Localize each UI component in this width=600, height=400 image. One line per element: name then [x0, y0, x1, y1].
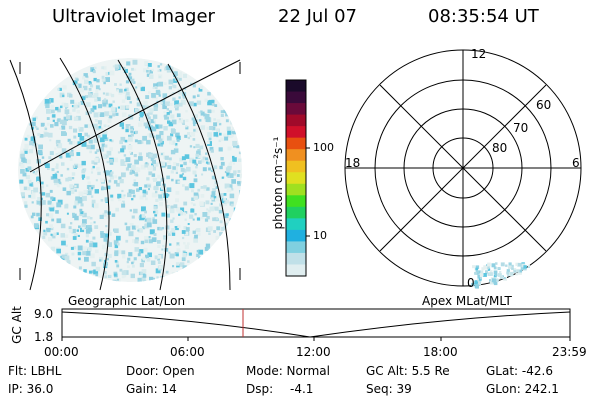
colorbar-band	[286, 103, 306, 116]
colorbar-tick-10: 10	[313, 229, 327, 242]
mlt-label-18: 18	[345, 156, 361, 170]
date-readout: 22 Jul 07	[278, 6, 357, 27]
app-title: Ultraviolet Imager	[52, 6, 215, 27]
colorbar-band	[286, 149, 306, 162]
dsp-value: -4.1	[290, 382, 314, 396]
timeline-ytick-bottom: 1.8	[34, 330, 54, 344]
colorbar-band	[286, 114, 306, 127]
colorbar-band	[286, 206, 306, 219]
lat-label-60: 60	[536, 98, 552, 112]
colorbar-unit-label: photon cm⁻²s⁻¹	[271, 136, 285, 230]
colorbar-band	[286, 126, 306, 139]
colorbar-band	[286, 137, 306, 150]
colorbar-band	[286, 160, 306, 173]
timeline-left-label: Geographic Lat/Lon	[68, 294, 186, 308]
colorbar-band	[286, 229, 306, 243]
gc-alt-readout: GC Alt: 5.5 Re	[366, 364, 450, 378]
polar-plot	[344, 49, 582, 287]
colorbar	[286, 80, 306, 277]
mode-readout: Mode: Normal	[246, 364, 330, 378]
filter-readout: Flt: LBHL	[8, 364, 62, 378]
timeline-xtick-0000: 00:00	[44, 345, 79, 359]
time-readout: 08:35:54 UT	[428, 6, 539, 27]
altitude-curve	[61, 311, 571, 338]
colorbar-band	[286, 264, 306, 277]
polar-speckles	[471, 262, 530, 289]
glat-readout: GLat: -42.6	[486, 364, 553, 378]
geo-grid	[9, 57, 241, 291]
timeline-xtick-0600: 06:00	[170, 345, 205, 359]
mlt-label-6: 6	[572, 156, 580, 170]
colorbar-band	[286, 252, 306, 266]
timeline-axis-label: GC Alt	[10, 306, 24, 344]
colorbar-band	[286, 91, 306, 104]
timeline-xtick-1800: 18:00	[423, 345, 458, 359]
mlt-label-12: 12	[471, 47, 487, 61]
timeline-right-label: Apex MLat/MLT	[422, 294, 512, 308]
colorbar-band	[286, 195, 306, 208]
dsp-label: Dsp:	[246, 382, 274, 396]
timeline-xtick-2359: 23:59	[552, 345, 587, 359]
colorbar-band	[286, 80, 306, 93]
lat-label-70: 70	[513, 121, 529, 135]
gain-readout: Gain: 14	[126, 382, 177, 396]
glon-readout: GLon: 242.1	[486, 382, 559, 396]
lat-label-80: 80	[492, 141, 508, 155]
colorbar-band	[286, 218, 306, 231]
mlt-label-0: 0	[467, 276, 475, 290]
colorbar-band	[286, 183, 306, 196]
timeline-xtick-1200: 12:00	[296, 345, 331, 359]
image-disk	[18, 58, 242, 282]
colorbar-band	[286, 172, 306, 185]
colorbar-frame	[285, 79, 307, 277]
timeline-ytick-top: 9.0	[34, 307, 54, 321]
colorbar-band	[286, 241, 306, 254]
timeline-frame	[61, 308, 571, 338]
door-readout: Door: Open	[126, 364, 195, 378]
colorbar-tick-100: 100	[313, 141, 334, 154]
seq-readout: Seq: 39	[366, 382, 412, 396]
ip-readout: IP: 36.0	[8, 382, 54, 396]
